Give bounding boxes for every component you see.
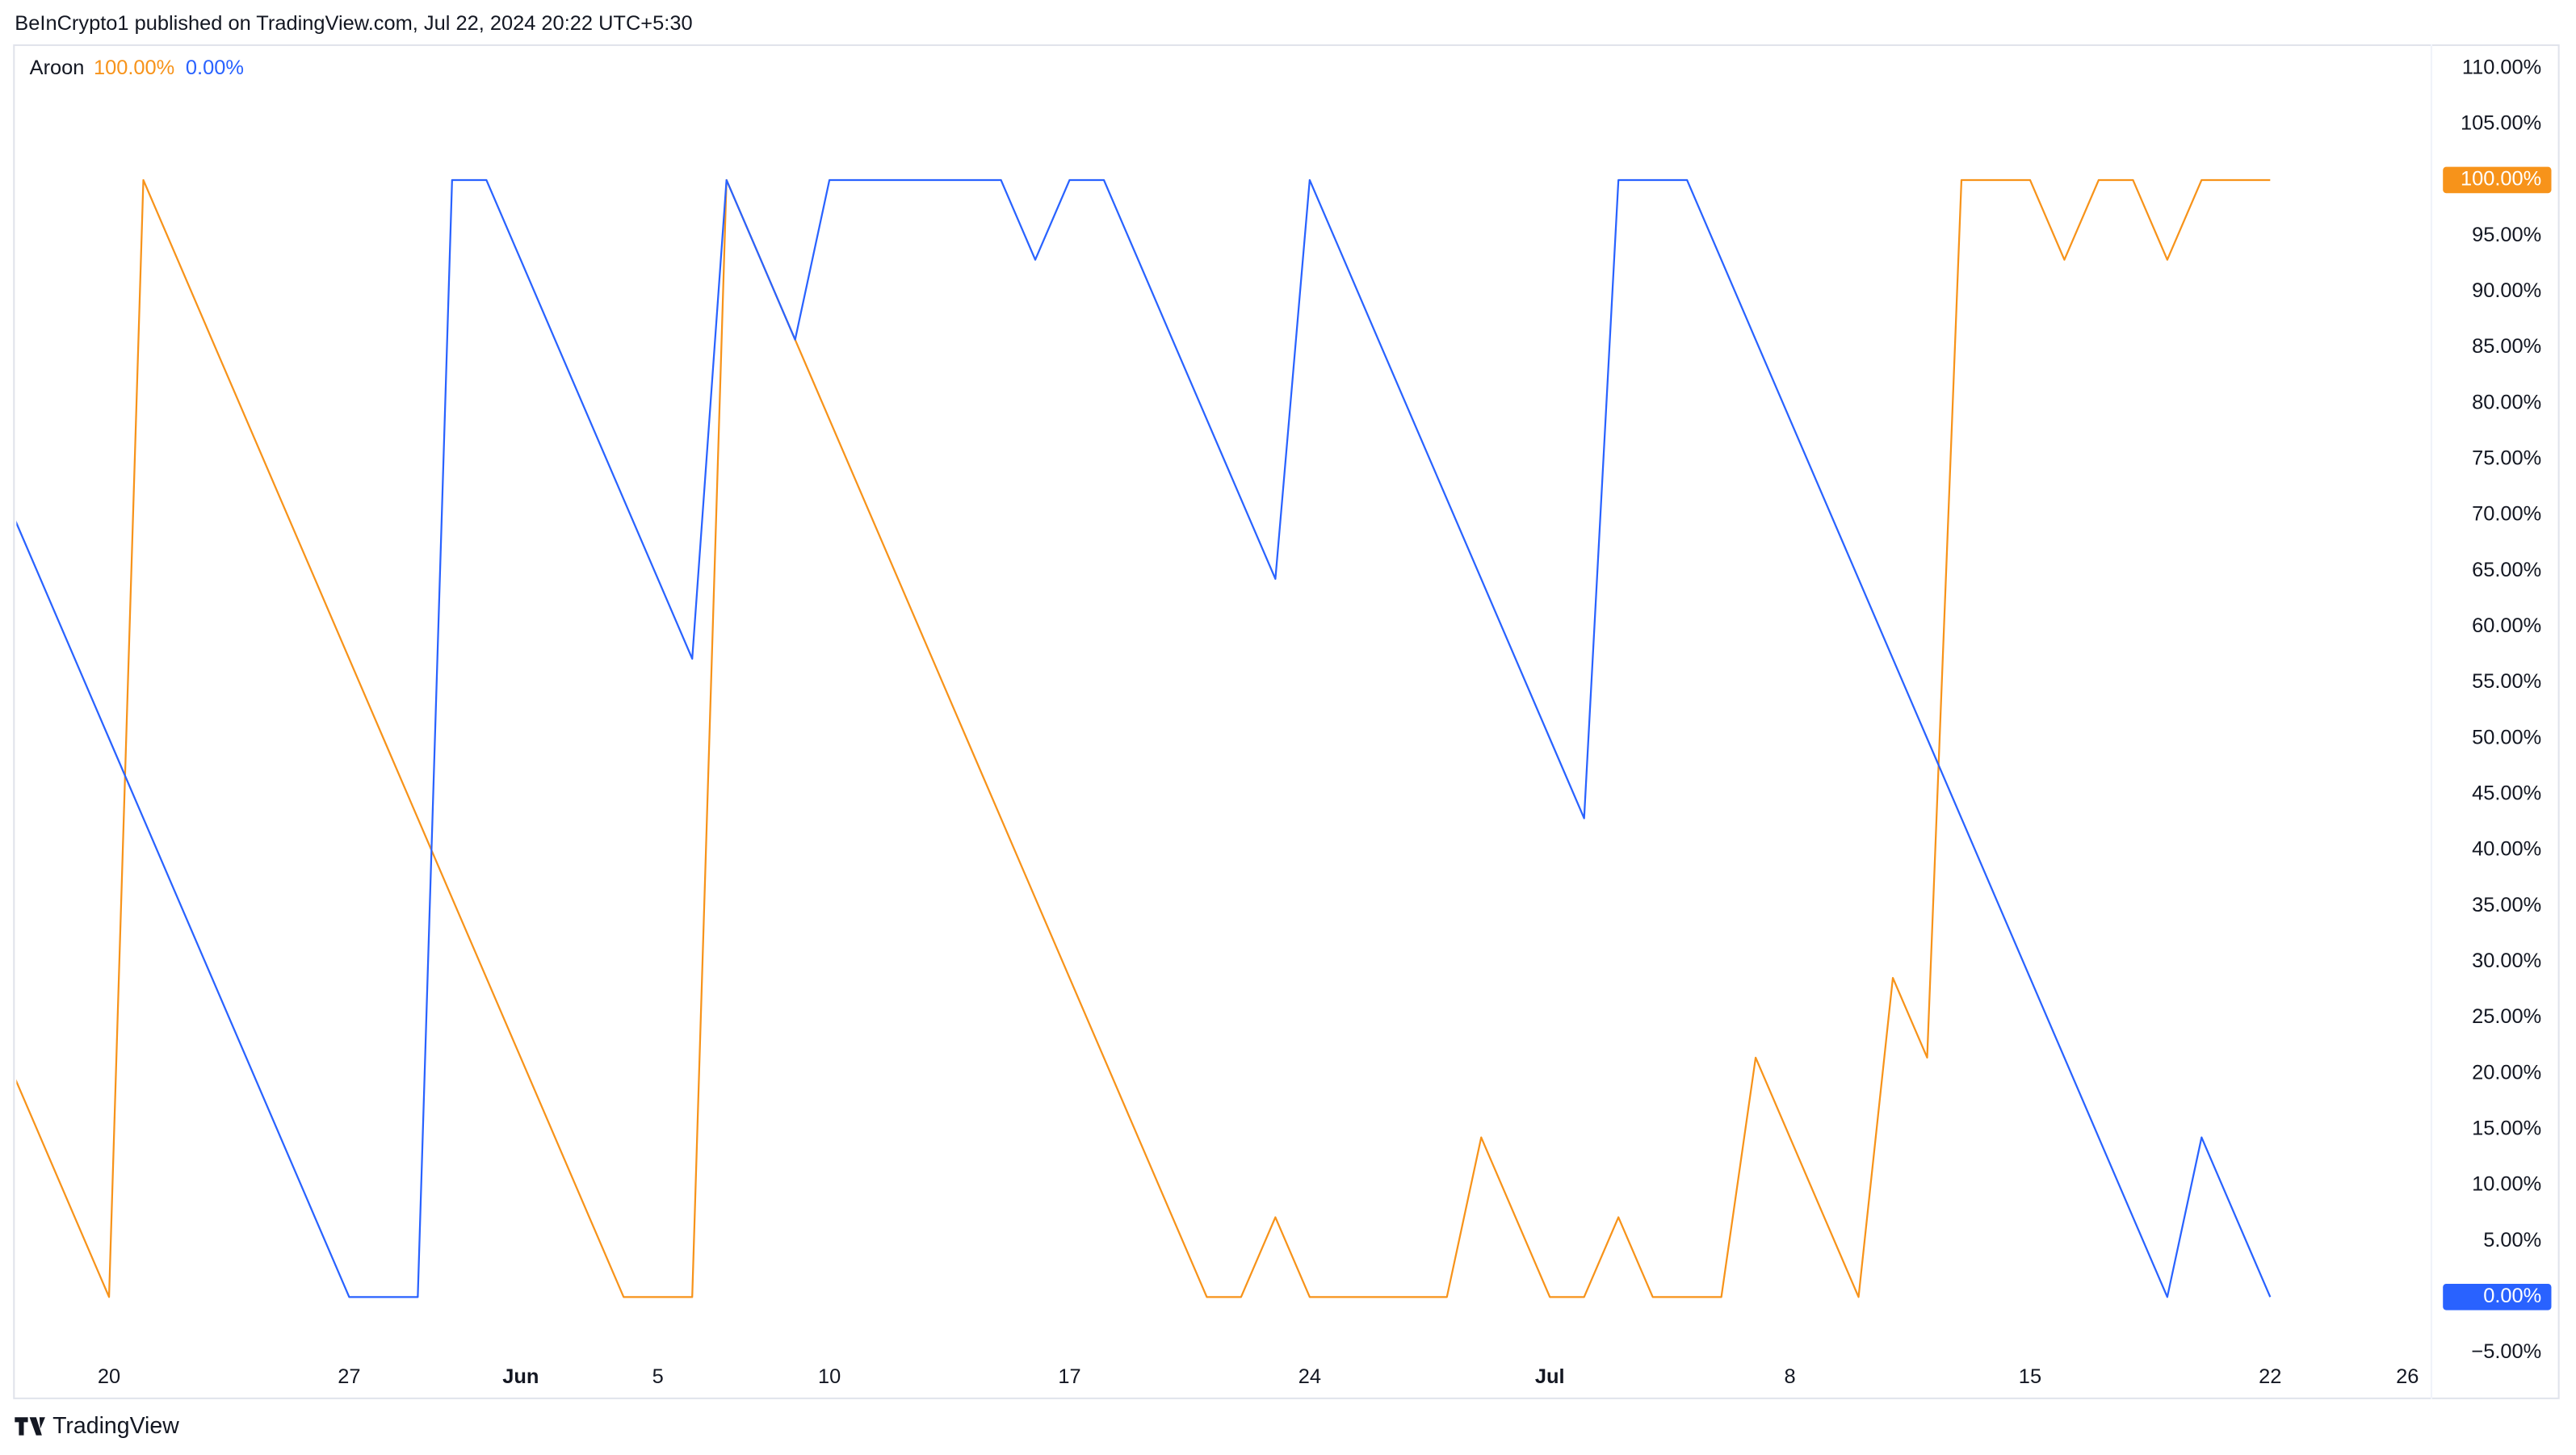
legend-value: 0.00% — [186, 57, 244, 79]
y-tick-label: 105.00% — [2461, 112, 2541, 135]
y-tick-label: 50.00% — [2472, 726, 2541, 748]
y-tick-label: 110.00% — [2462, 56, 2541, 78]
y-tick-label: 60.00% — [2472, 614, 2541, 637]
price-tag — [2443, 166, 2552, 194]
logo-mark — [15, 1417, 45, 1436]
y-tick-label: 95.00% — [2472, 224, 2541, 246]
x-tick-label: 27 — [338, 1365, 360, 1388]
y-tick-label: 75.00% — [2472, 447, 2541, 470]
y-tick-label: 40.00% — [2472, 838, 2541, 861]
y-tick-label: 80.00% — [2472, 391, 2541, 413]
logo: TradingView — [15, 1413, 179, 1439]
y-tick-label: 65.00% — [2472, 559, 2541, 581]
attribution: BeInCrypto1 published on TradingView.com… — [15, 12, 692, 35]
x-tick-label: 22 — [2259, 1365, 2281, 1388]
y-tick-label: 55.00% — [2472, 670, 2541, 693]
y-tick-label: 45.00% — [2472, 782, 2541, 805]
y-tick-label: 15.00% — [2472, 1117, 2541, 1140]
legend-value: 100.00% — [94, 57, 174, 79]
y-tick-label: 5.00% — [2483, 1229, 2541, 1252]
x-tick-label: 10 — [818, 1365, 841, 1388]
plot — [16, 178, 2272, 1298]
x-tick-label: 26 — [2396, 1365, 2419, 1388]
y-tick-label: 25.00% — [2472, 1005, 2541, 1028]
x-tick-label: 8 — [1785, 1365, 1796, 1388]
legend-title: Aroon — [30, 57, 85, 79]
y-tick-label: 30.00% — [2472, 950, 2541, 972]
series-line — [16, 178, 2272, 1298]
y-tick-label: −5.00% — [2471, 1340, 2541, 1363]
price-tag-label: 100.00% — [2461, 168, 2541, 191]
x-tick-label: Jun — [502, 1365, 539, 1388]
x-tick-label: 15 — [2019, 1365, 2041, 1388]
price-tag-label: 0.00% — [2483, 1285, 2541, 1307]
y-tick-label: 10.00% — [2472, 1173, 2541, 1196]
y-tick-label: 35.00% — [2472, 894, 2541, 916]
frame — [13, 44, 2560, 1399]
y-tick-label: 70.00% — [2472, 503, 2541, 526]
series-line — [16, 178, 2271, 1298]
x-tick-label: 5 — [652, 1365, 664, 1388]
y-tick-label: 20.00% — [2472, 1061, 2541, 1084]
brand: TradingView — [52, 1413, 179, 1439]
x-tick-label: 20 — [98, 1365, 120, 1388]
x-tick-label: 17 — [1058, 1365, 1080, 1388]
x-tick-label: Jul — [1535, 1365, 1565, 1388]
price-tag — [2443, 1284, 2552, 1310]
y-tick-label: 90.00% — [2472, 279, 2541, 302]
x-tick-label: 24 — [1298, 1365, 1321, 1388]
y-tick-label: 85.00% — [2472, 335, 2541, 358]
